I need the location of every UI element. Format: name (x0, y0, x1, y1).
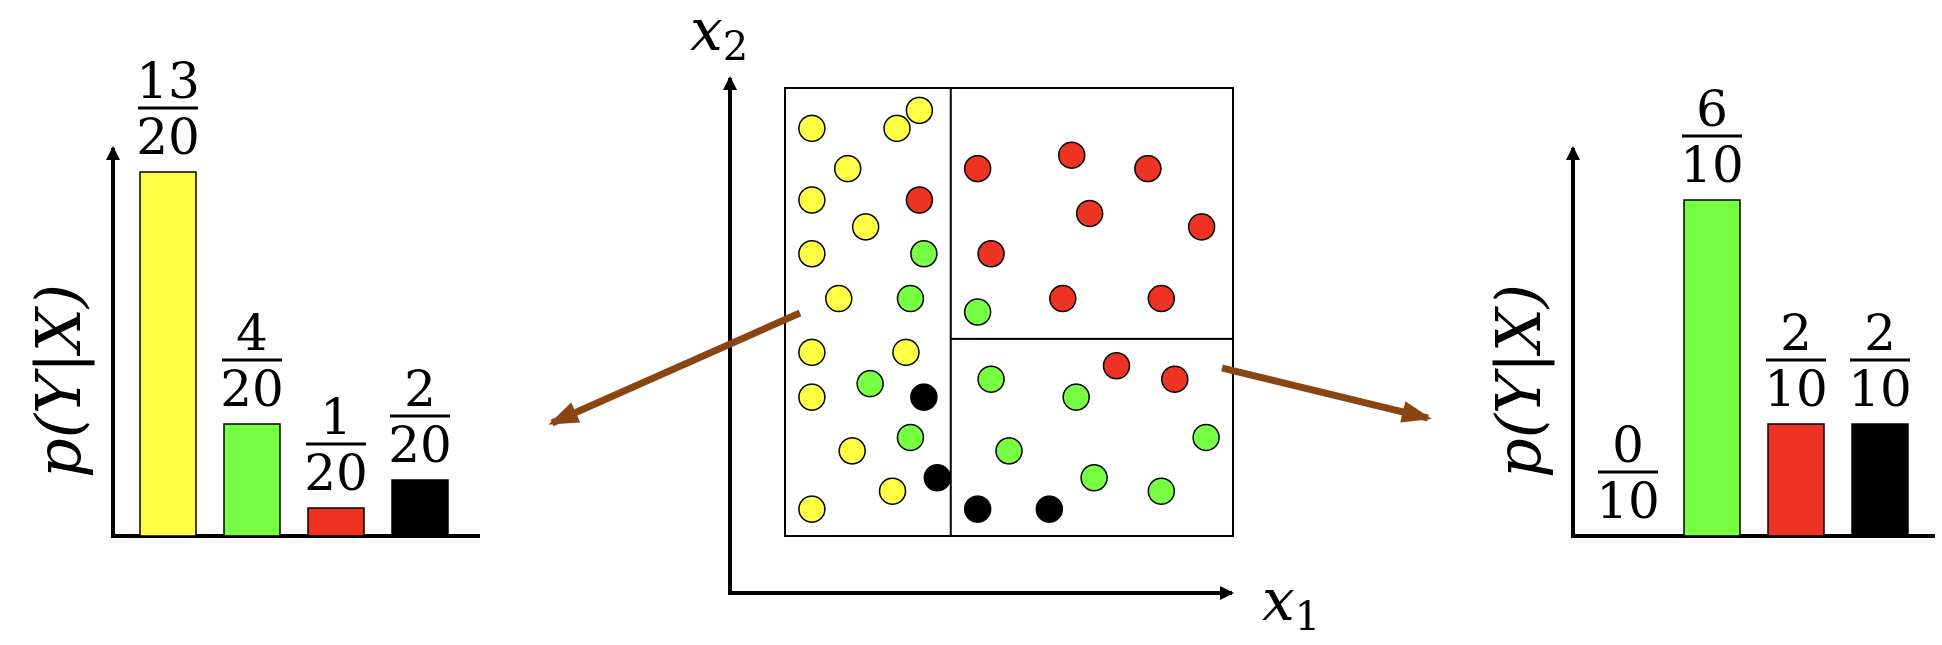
arrow-to-right-chart (1221, 364, 1432, 423)
scatter-point-red (1102, 352, 1131, 380)
scatter-point-red (1049, 284, 1077, 313)
scatter-point-green (896, 423, 925, 452)
scatter-point-yellow (838, 437, 866, 465)
right-fraction-yellow: 010 (1596, 416, 1660, 530)
scatter-point-yellow (905, 96, 934, 125)
left-fraction-den: 20 (388, 416, 452, 474)
right-fraction-num: 0 (1612, 416, 1644, 474)
right-bar-green (1683, 199, 1741, 537)
left-fraction-den: 20 (220, 360, 284, 418)
left-bar-yellow (139, 171, 197, 537)
left-fraction-green: 420 (220, 304, 284, 418)
left-fraction-num: 2 (404, 360, 436, 418)
right-bar-red (1767, 423, 1825, 537)
scatter-point-red (977, 240, 1005, 268)
left-fraction-num: 1 (320, 388, 352, 446)
right-fraction-den: 10 (1680, 136, 1744, 194)
scatter-point-red (1147, 284, 1176, 313)
feature-space-box (784, 87, 1234, 537)
right-fraction-den: 10 (1596, 472, 1660, 530)
scatter-point-black (963, 495, 992, 523)
scatter-point-yellow (798, 186, 826, 214)
left-fraction-num: 13 (136, 52, 200, 110)
scatter-point-yellow (878, 477, 907, 505)
scatter-point-red (905, 186, 934, 214)
scatter-point-yellow (883, 114, 911, 143)
scatter-points (798, 96, 1220, 523)
scatter-point-yellow (798, 495, 826, 523)
left-bar-black (391, 479, 449, 537)
right-fraction-num: 6 (1696, 80, 1728, 138)
scatter-point-red (1134, 154, 1162, 183)
scatter-point-black (923, 464, 952, 492)
left-bar-green (223, 423, 281, 537)
scatter-point-yellow (851, 213, 880, 241)
right-fraction-den: 10 (1764, 360, 1828, 418)
right-fraction-black: 210 (1848, 304, 1912, 418)
scatter-point-green (1080, 464, 1108, 492)
scatter-point-green (896, 284, 925, 313)
scatter-point-yellow (798, 114, 826, 143)
right-fraction-num: 2 (1864, 304, 1896, 362)
scatter-point-green (1192, 423, 1220, 452)
scatter-xlabel: x1 (1262, 566, 1320, 640)
scatter-point-green (1062, 383, 1090, 411)
left-fraction-num: 4 (236, 304, 268, 362)
scatter-point-yellow (798, 240, 826, 268)
right-fraction-red: 210 (1764, 304, 1828, 418)
left-chart-ylabel: p(Y|X) (22, 284, 95, 478)
arrow-to-left-chart (548, 309, 802, 427)
scatter-point-yellow (825, 284, 853, 313)
right-bar-black (1851, 423, 1909, 537)
scatter-point-red (1187, 213, 1216, 241)
scatter-point-yellow (833, 154, 862, 183)
left-fraction-red: 120 (304, 388, 368, 502)
right-fraction-den: 10 (1848, 360, 1912, 418)
scatter-ylabel: x2 (690, 0, 748, 70)
left-fraction-den: 20 (304, 444, 368, 502)
scatter-point-green (910, 240, 938, 268)
scatter-point-yellow (798, 383, 826, 411)
scatter-point-black (910, 383, 938, 411)
left-fraction-black: 220 (388, 360, 452, 474)
scatter-point-yellow (798, 338, 826, 367)
scatter-point-red (963, 154, 992, 183)
scatter-point-green (1147, 477, 1176, 505)
scatter-point-green (995, 437, 1023, 465)
scatter-point-green (977, 365, 1005, 393)
scatter-point-green (856, 369, 884, 398)
scatter-point-red (1161, 365, 1189, 393)
scatter-point-red (1057, 141, 1086, 169)
scatter-point-black (1035, 495, 1064, 523)
right-fraction-num: 2 (1780, 304, 1812, 362)
left-fraction-den: 20 (136, 108, 200, 166)
left-bar-red (307, 507, 365, 537)
center-scatter: x2 x1 (690, 0, 1320, 640)
right-chart-ylabel: p(Y|X) (1482, 284, 1555, 478)
scatter-point-yellow (892, 338, 920, 367)
right-fraction-green: 610 (1680, 80, 1744, 194)
scatter-point-red (1075, 199, 1104, 228)
scatter-point-green (963, 298, 992, 326)
